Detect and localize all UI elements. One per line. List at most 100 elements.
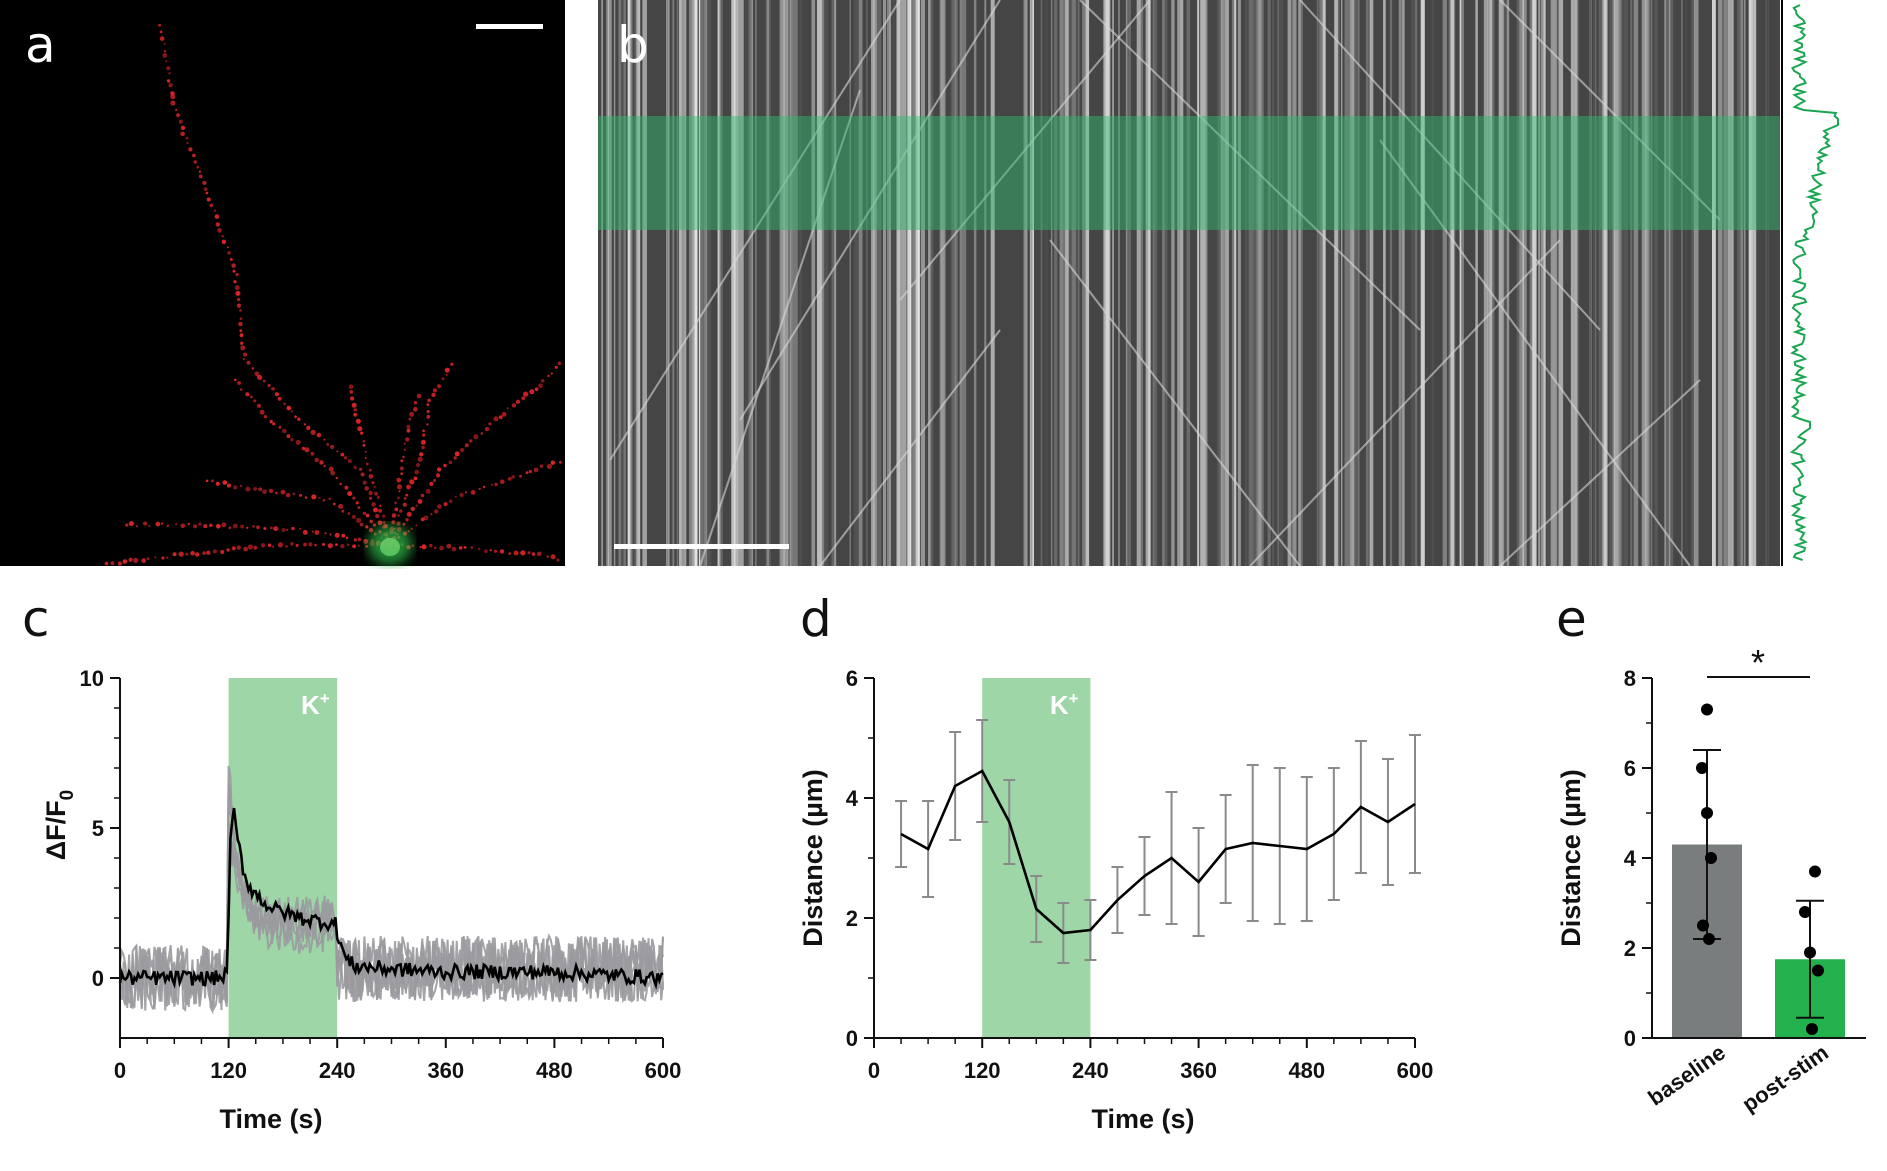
kymograph-streak xyxy=(1280,0,1284,566)
axes-e: 0 2 4 6 8 xyxy=(1624,666,1866,1051)
kymograph-streak xyxy=(1489,0,1493,566)
dendrite-punctum xyxy=(430,513,433,516)
dendrite-punctum xyxy=(360,431,364,435)
kymograph-streak xyxy=(765,0,770,566)
dendrite-punctum xyxy=(175,523,178,526)
dendrite-punctum xyxy=(480,432,483,435)
dendrite-punctum xyxy=(353,408,358,412)
dendrite-punctum xyxy=(238,321,243,327)
dendrite-punctum xyxy=(221,239,227,244)
kymograph-streak xyxy=(891,0,896,566)
kymograph-streak xyxy=(920,0,925,566)
dendrite-punctum xyxy=(233,485,238,490)
data-point xyxy=(1696,762,1708,774)
dendrite-punctum xyxy=(236,297,241,302)
dendrite-punctum xyxy=(253,399,257,403)
kymograph-streak xyxy=(1526,0,1530,566)
scale-bar-a xyxy=(476,24,543,29)
kymograph-streak xyxy=(745,0,751,566)
kymograph-streak xyxy=(668,0,670,566)
kymograph-streak xyxy=(678,0,682,566)
dendrite-punctum xyxy=(416,393,422,399)
dendrite-punctum xyxy=(347,459,353,464)
dendrite-punctum xyxy=(448,460,453,465)
kymograph-streak xyxy=(1614,0,1616,566)
dendrite-punctum xyxy=(163,50,167,53)
dendrite-punctum xyxy=(252,525,255,528)
dendrite-punctum xyxy=(406,484,411,490)
kymograph-streak xyxy=(1248,0,1254,566)
kymograph-streak xyxy=(1558,0,1564,566)
dendrite-punctum xyxy=(190,550,195,556)
dendrite-punctum xyxy=(368,468,372,472)
panel-d: d K+ 0 120 240 360 480 600 0 2 4 6 Time (s) Dista… xyxy=(798,590,1433,1134)
y-tick-label: 0 xyxy=(1624,1026,1636,1051)
x-tick-label: 360 xyxy=(1180,1058,1217,1083)
kymograph-streak xyxy=(866,0,868,566)
panel-letter-d: d xyxy=(800,590,832,648)
dendrite-punctum xyxy=(394,507,399,512)
dendrite-punctum xyxy=(256,525,260,529)
kymograph-streak xyxy=(1316,0,1319,566)
kymograph-streak xyxy=(1162,0,1165,566)
dendrite-punctum xyxy=(413,476,418,481)
dendrite-punctum xyxy=(154,556,157,559)
dendrite-punctum xyxy=(533,467,539,473)
kymograph-streak xyxy=(1354,0,1360,566)
data-point xyxy=(1701,807,1713,819)
stim-label-d: K+ xyxy=(1050,689,1079,720)
significance-star: * xyxy=(1751,642,1765,683)
dendrite-punctum xyxy=(339,482,342,486)
kymograph-streak xyxy=(943,0,946,566)
dendrite-punctum xyxy=(368,527,374,533)
kymograph-streak xyxy=(1618,0,1623,566)
kymograph-streak xyxy=(1059,0,1064,566)
dendrite-punctum xyxy=(233,280,237,284)
kymograph-streak xyxy=(1321,0,1326,566)
kymograph-streak xyxy=(1257,0,1262,566)
dendrite-punctum xyxy=(159,30,163,34)
dendrite-punctum xyxy=(528,469,533,474)
dendrite-punctum xyxy=(498,415,503,420)
dendrite-punctum xyxy=(459,492,464,498)
kymograph-streak xyxy=(1127,0,1133,566)
stim-window-d xyxy=(982,678,1091,1038)
dendrite-punctum xyxy=(410,506,415,511)
kymograph-streak xyxy=(1550,0,1555,566)
kymograph-streak xyxy=(1595,0,1597,566)
kymograph-streak xyxy=(973,0,977,566)
kymograph-streak xyxy=(1274,0,1280,566)
panel-letter-b: b xyxy=(617,16,649,74)
kymograph-streak xyxy=(1051,0,1053,566)
dendrite-punctum xyxy=(520,550,526,556)
kymograph-streak xyxy=(1164,0,1168,566)
kymograph-streak xyxy=(1748,0,1752,566)
dendrite-punctum xyxy=(437,384,442,389)
panel-c: c K+ 0 120 240 360 480 600 0 5 10 Time (s) ΔF/F0 xyxy=(22,590,681,1134)
dendrite-punctum xyxy=(350,396,355,401)
kymograph-streak xyxy=(1292,0,1297,566)
kymograph-streak xyxy=(1727,0,1729,566)
kymograph-streak xyxy=(1064,0,1069,566)
dendrite-punctum xyxy=(346,543,350,547)
kymograph-streak xyxy=(872,0,877,566)
dendrite-punctum xyxy=(253,487,258,491)
dendrite-punctum xyxy=(254,371,260,377)
kymograph-streak xyxy=(1691,0,1695,566)
dendrite-punctum xyxy=(341,509,345,513)
dendrite-punctum xyxy=(314,543,317,547)
dendrite-punctum xyxy=(234,285,240,291)
dendrite-punctum xyxy=(178,551,184,557)
dendrite-punctum xyxy=(557,361,562,366)
dendrite-punctum xyxy=(340,452,345,457)
dendrite-punctum xyxy=(239,329,243,333)
dendrite-punctum xyxy=(396,477,402,483)
axes-d: 0 120 240 360 480 600 0 2 4 6 xyxy=(846,666,1434,1083)
x-tick-label: 480 xyxy=(536,1058,573,1083)
kymograph-streak xyxy=(1179,0,1184,566)
kymograph-streak xyxy=(1253,0,1258,566)
dendrite-punctum xyxy=(525,471,529,475)
dendrite-punctum xyxy=(448,499,453,504)
dendrite-punctum xyxy=(316,432,322,438)
kymograph-streak xyxy=(1501,0,1504,566)
